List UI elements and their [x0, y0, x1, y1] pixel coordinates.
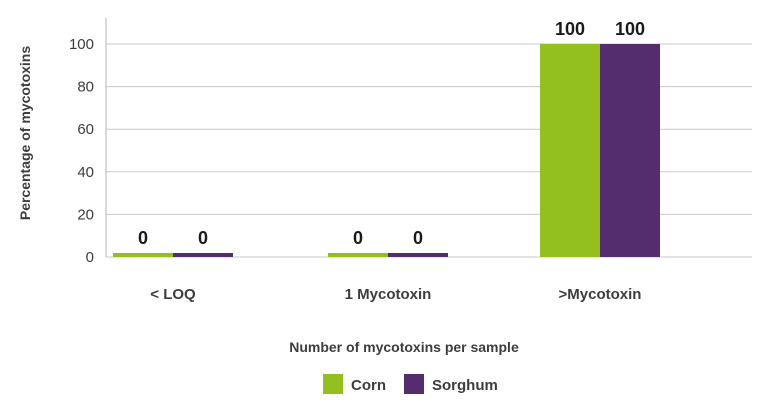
x-tick-label-1: 1 Mycotoxin: [345, 286, 432, 303]
legend-label-sorghum: Sorghum: [432, 377, 498, 394]
y-tick-label-20: 20: [77, 206, 94, 223]
data-label-sorghum-0: 0: [198, 228, 208, 248]
bar-sorghum-2: [600, 44, 660, 257]
bar-sorghum-0: [173, 253, 233, 257]
data-label-corn-0: 0: [138, 228, 148, 248]
data-label-corn-1: 0: [353, 228, 363, 248]
y-tick-label-100: 100: [69, 36, 94, 53]
bar-corn-1: [328, 253, 388, 257]
y-axis-title: Percentage of mycotoxins: [17, 46, 33, 220]
y-tick-label-80: 80: [77, 79, 94, 96]
y-tick-label-40: 40: [77, 164, 94, 181]
x-tick-label-2: >Mycotoxin: [559, 286, 642, 303]
bar-corn-0: [113, 253, 173, 257]
legend-swatch-sorghum: [404, 374, 424, 394]
y-tick-label-60: 60: [77, 121, 94, 138]
x-tick-label-0: < LOQ: [150, 286, 196, 303]
legend-label-corn: Corn: [351, 377, 386, 394]
data-label-corn-2: 100: [555, 19, 585, 39]
legend-swatch-corn: [323, 374, 343, 394]
data-label-sorghum-1: 0: [413, 228, 423, 248]
bar-corn-2: [540, 44, 600, 257]
x-axis-title: Number of mycotoxins per sample: [289, 339, 519, 355]
bar-sorghum-1: [388, 253, 448, 257]
data-label-sorghum-2: 100: [615, 19, 645, 39]
y-tick-label-0: 0: [86, 249, 94, 266]
